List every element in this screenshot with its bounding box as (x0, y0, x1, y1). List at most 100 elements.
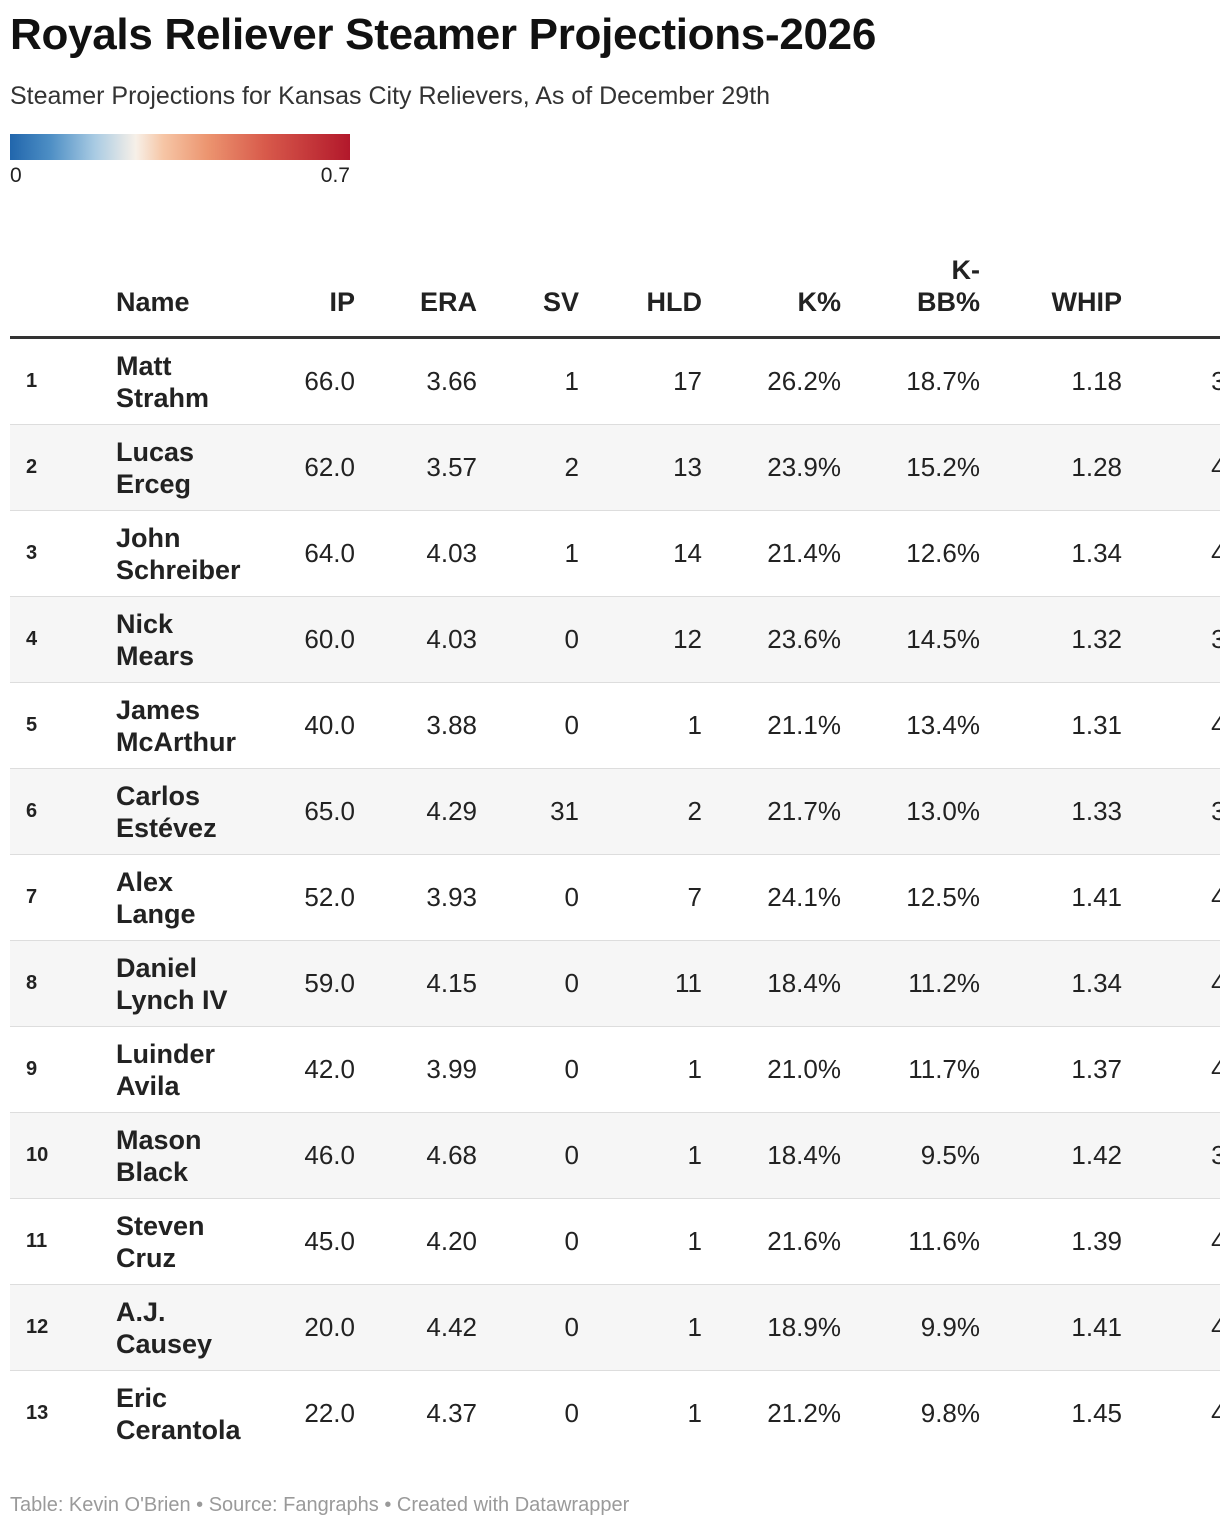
kbb-cell: 18.7% (906, 366, 980, 396)
era-cell: 4.15 (426, 968, 477, 998)
g-cell: 38 (1211, 624, 1220, 654)
g-cell: 39 (1211, 1140, 1220, 1170)
ip-cell: 62.0 (304, 452, 355, 482)
legend-gradient-bar (10, 134, 350, 160)
rank-cell: 13 (26, 1402, 49, 1424)
era-cell: 4.37 (426, 1398, 477, 1428)
whip-cell: 1.42 (1071, 1140, 1122, 1170)
g-cell: 31 (1211, 366, 1220, 396)
table-row: 6 Carlos Estévez 65.0 4.29 31 2 21.7% 13.0% 1.33 3… (10, 769, 1220, 855)
g-cell: 32 (1211, 796, 1220, 826)
rank-cell: 10 (26, 1144, 49, 1166)
column-header-ip[interactable]: IP (329, 287, 355, 317)
table-row: 3 John Schreiber 64.0 4.03 1 14 21.4% 12.6% 1.34 4… (10, 511, 1220, 597)
k-cell: 21.0% (767, 1054, 841, 1084)
kbb-cell: 11.6% (908, 1226, 980, 1256)
legend-min-label: 0 (10, 164, 22, 187)
k-cell: 18.4% (767, 1140, 841, 1170)
k-cell: 21.6% (767, 1226, 841, 1256)
g-cell: 41 (1211, 1226, 1220, 1256)
k-cell: 21.1% (767, 710, 841, 740)
ip-cell: 20.0 (304, 1312, 355, 1342)
ip-cell: 45.0 (304, 1226, 355, 1256)
player-name-cell: Eric Cerantola (116, 1382, 241, 1445)
sv-cell: 2 (564, 452, 579, 482)
rank-cell: 2 (26, 456, 38, 478)
era-cell: 4.03 (426, 624, 477, 654)
whip-cell: 1.39 (1071, 1226, 1122, 1256)
ip-cell: 60.0 (304, 624, 355, 654)
k-cell: 18.9% (767, 1312, 841, 1342)
hld-cell: 1 (687, 1398, 702, 1428)
rank-cell: 7 (26, 886, 38, 908)
whip-cell: 1.41 (1071, 882, 1122, 912)
column-header-sv[interactable]: SV (542, 287, 579, 317)
kbb-cell: 13.4% (906, 710, 980, 740)
player-name-cell: Alex Lange (116, 866, 196, 929)
column-header-hld[interactable]: HLD (646, 287, 703, 317)
era-cell: 4.42 (426, 1312, 477, 1342)
column-header-k[interactable]: K% (797, 287, 841, 317)
k-cell: 23.6% (767, 624, 841, 654)
rank-cell: 3 (26, 542, 38, 564)
rank-cell: 11 (26, 1230, 48, 1252)
g-cell: 47 (1211, 710, 1220, 740)
sv-cell: 0 (564, 1398, 579, 1428)
rank-cell: 8 (26, 972, 38, 994)
k-cell: 21.7% (767, 796, 841, 826)
kbb-cell: 9.8% (920, 1398, 980, 1428)
table-row: 12 A.J.Causey 20.0 4.42 0 1 18.9% 9.9% 1.41 42 (10, 1285, 1220, 1371)
footer-credit: Table: Kevin O'Brien • Source: Fangraphs… (10, 1494, 630, 1516)
player-name-cell: Daniel Lynch IV (116, 952, 228, 1015)
hld-cell: 17 (673, 366, 702, 396)
sv-cell: 1 (564, 366, 579, 396)
kbb-cell: 12.5% (906, 882, 980, 912)
g-cell: 42 (1211, 538, 1220, 568)
sv-cell: 0 (564, 968, 579, 998)
whip-cell: 1.33 (1071, 796, 1122, 826)
hld-cell: 11 (675, 968, 702, 998)
column-header-whip[interactable]: WHIP (1051, 287, 1123, 317)
g-cell: 46 (1211, 882, 1220, 912)
rank-cell: 12 (26, 1316, 49, 1338)
rank-cell: 1 (26, 370, 38, 392)
ip-cell: 65.0 (304, 796, 355, 826)
hld-cell: 14 (673, 538, 702, 568)
k-cell: 26.2% (767, 366, 841, 396)
sv-cell: 0 (564, 624, 579, 654)
whip-cell: 1.34 (1071, 538, 1122, 568)
era-cell: 3.57 (426, 452, 477, 482)
ip-cell: 66.0 (304, 366, 355, 396)
ip-cell: 59.0 (304, 968, 355, 998)
hld-cell: 12 (673, 624, 702, 654)
sv-cell: 31 (550, 796, 579, 826)
ip-cell: 64.0 (304, 538, 355, 568)
kbb-cell: 11.2% (908, 968, 980, 998)
column-header-era[interactable]: ERA (419, 287, 477, 317)
kbb-cell: 14.5% (906, 624, 980, 654)
table-row: 8 Daniel Lynch IV 59.0 4.15 0 11 18.4% 11.2% 1.34… (10, 941, 1220, 1027)
era-cell: 3.88 (426, 710, 477, 740)
chart-subtitle: Steamer Projections for Kansas City Reli… (10, 82, 771, 110)
era-cell: 3.66 (426, 366, 477, 396)
era-cell: 3.99 (426, 1054, 477, 1084)
player-name-cell: A.J. Causey (116, 1296, 213, 1359)
column-header-kbb[interactable]: K- BB% (916, 255, 980, 317)
column-header-name[interactable]: Name (116, 287, 190, 317)
column-header-g[interactable]: G (1219, 286, 1220, 318)
kbb-cell: 11.7% (908, 1054, 980, 1084)
era-cell: 3.93 (426, 882, 477, 912)
k-cell: 24.1% (767, 882, 841, 912)
whip-cell: 1.31 (1071, 710, 1122, 740)
rank-cell: 5 (26, 714, 38, 736)
player-name-cell: Matt Strahm (116, 350, 210, 413)
player-name-cell: Steven Cruz (116, 1210, 205, 1273)
g-cell: 46 (1211, 452, 1220, 482)
player-name-cell: Lucas Erceg (116, 436, 195, 499)
era-cell: 4.68 (426, 1140, 477, 1170)
